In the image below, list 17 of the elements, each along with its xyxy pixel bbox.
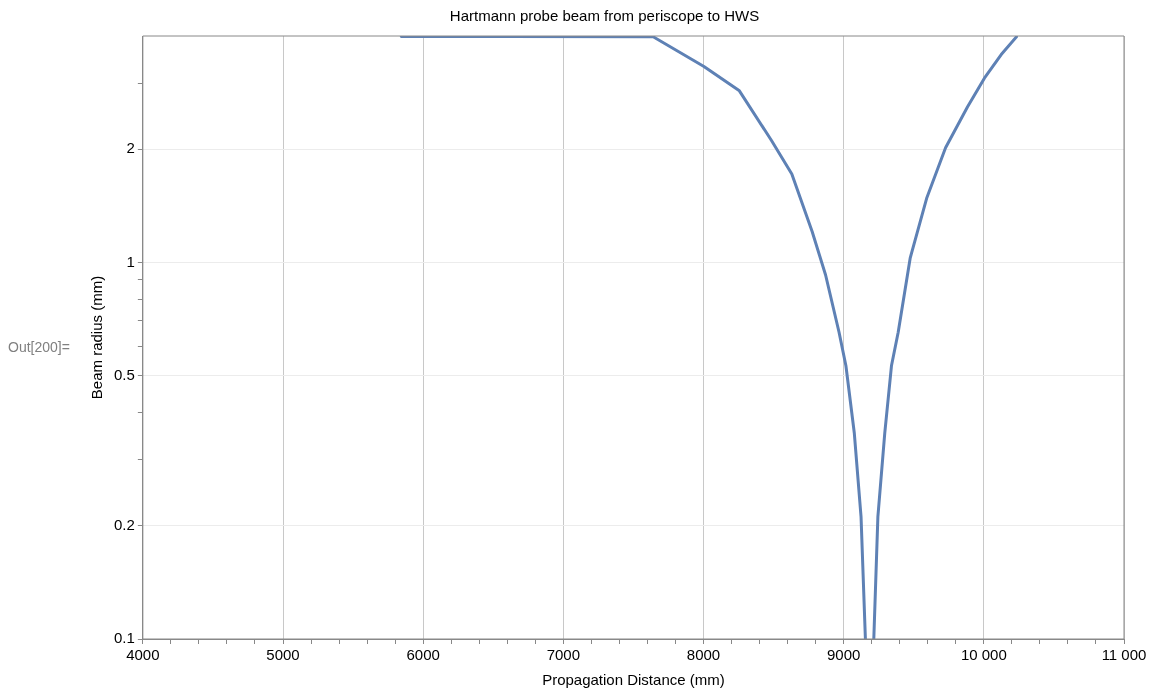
x-tick-label: 10 000 [960,646,1007,664]
x-tick-label: 7000 [546,646,581,664]
x-tick-label: 4000 [126,646,160,664]
x-tick-label: 9000 [826,646,861,664]
y-axis-title: Beam radius (mm) [88,275,106,400]
x-tick-label: 5000 [266,646,300,664]
y-tick-label: 0.2 [113,515,135,533]
text: Out[200]= [8,339,70,355]
x-tick-label: 11 000 [1101,646,1147,664]
y-tick-label: 0.1 [113,629,135,647]
y-tick-label: 1 [126,252,135,270]
x-tick-label: 8000 [686,646,721,664]
x-axis-title: Propagation Distance (mm) [542,671,725,689]
x-tick-label: 6000 [406,646,440,664]
y-tick-label: 0.5 [113,366,135,384]
chart-title: Hartmann probe beam from periscope to HWS [449,7,760,25]
y-tick-label: 2 [126,139,135,157]
